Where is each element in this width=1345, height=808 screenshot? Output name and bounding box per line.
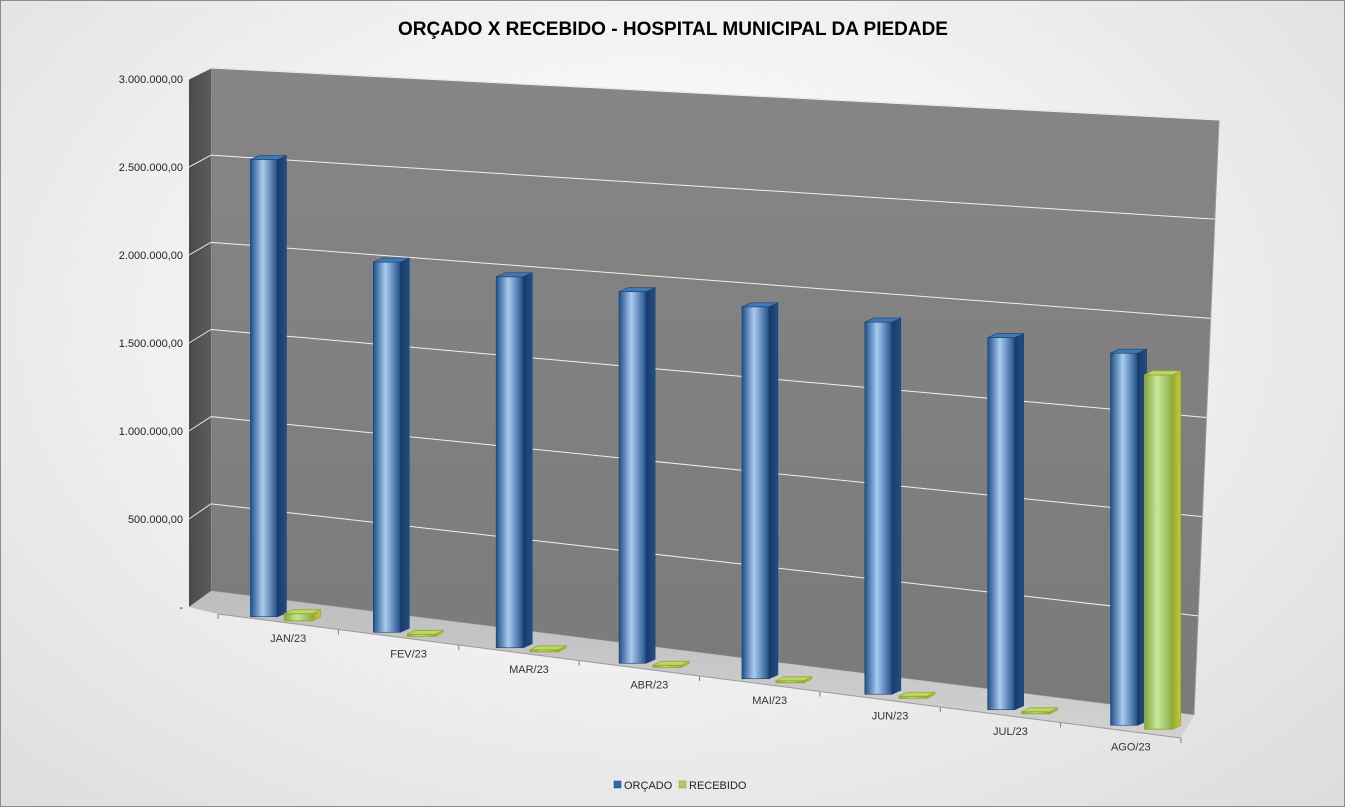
bar-orcado xyxy=(1110,348,1147,726)
bar-orcado xyxy=(987,333,1025,711)
bar-recebido-front xyxy=(283,613,313,622)
y-axis: - 500.000,00 1.000.000,00 1.500.000,00 2.000… xyxy=(119,74,184,614)
gridline xyxy=(210,67,1220,121)
bar-orcado-front xyxy=(250,159,278,618)
gridline-side xyxy=(188,416,212,432)
legend-label-orcado: ORÇADO xyxy=(624,780,673,792)
x-tick-label: AGO/23 xyxy=(1111,741,1151,753)
bar-orcado-side xyxy=(1014,333,1025,711)
gridline-side xyxy=(188,329,212,344)
bars-layer xyxy=(250,155,1181,730)
y-tick-label: 2.000.000,00 xyxy=(119,250,183,262)
bar-orcado-top xyxy=(496,272,533,278)
bar-orcado xyxy=(618,287,656,664)
plot-walls xyxy=(189,67,1220,738)
x-tick-label: JUN/23 xyxy=(872,710,909,722)
x-tick-label: MAR/23 xyxy=(509,664,549,676)
y-tick-label: 1.500.000,00 xyxy=(119,338,183,350)
x-tick-label: FEV/23 xyxy=(390,648,427,660)
gridline xyxy=(210,241,1211,319)
bar-orcado-side xyxy=(645,287,656,664)
bar-orcado-top xyxy=(864,317,901,323)
bar-recebido xyxy=(1144,370,1181,730)
legend-item-orcado: ORÇADO xyxy=(613,780,673,792)
bar-recebido xyxy=(775,676,813,684)
side-wall xyxy=(189,68,211,607)
bar-orcado-front xyxy=(373,261,401,633)
bar-orcado-front xyxy=(618,291,647,664)
bar-recebido-side xyxy=(1172,370,1181,730)
chart-title: ORÇADO X RECEBIDO - HOSPITAL MUNICIPAL D… xyxy=(398,19,948,40)
bar-orcado-front xyxy=(987,337,1015,711)
gridline xyxy=(210,154,1215,220)
y-tick-label: 1.000.000,00 xyxy=(119,426,183,438)
bar-recebido-top xyxy=(1144,370,1181,376)
bar-orcado-side xyxy=(399,257,410,633)
bar-recebido-top xyxy=(652,660,690,666)
bar-orcado-front xyxy=(1110,352,1138,726)
bar-orcado-front xyxy=(864,321,893,695)
x-tick-label: JUL/23 xyxy=(993,726,1028,738)
bar-recebido-top xyxy=(898,691,935,697)
bar-recebido xyxy=(652,660,690,668)
y-tick-label: - xyxy=(179,602,183,614)
x-tick-label: JAN/23 xyxy=(270,633,306,645)
legend-swatch-orcado xyxy=(613,780,622,789)
y-tick-label: 3.000.000,00 xyxy=(119,74,183,86)
bar-orcado-side xyxy=(522,272,533,649)
bar-orcado-front xyxy=(495,276,524,649)
bar-recebido xyxy=(529,645,567,653)
x-tick-label: ABR/23 xyxy=(630,679,668,691)
bar-orcado-side xyxy=(277,155,287,618)
bar-orcado-top xyxy=(741,302,779,308)
bar-orcado-top xyxy=(618,287,656,293)
bar-orcado xyxy=(864,317,902,695)
y-tick-label: 500.000,00 xyxy=(128,514,183,526)
bar-orcado xyxy=(741,302,779,680)
bar-recebido xyxy=(283,609,321,622)
bar-orcado xyxy=(495,272,533,649)
bar-orcado-front xyxy=(741,306,770,680)
bar-orcado-top xyxy=(250,155,287,160)
bar-recebido-top xyxy=(407,629,444,635)
bar-recebido-top xyxy=(775,676,813,682)
gridline-side xyxy=(188,154,212,168)
x-tick-label: MAI/23 xyxy=(752,695,787,707)
bar-orcado-top xyxy=(1110,348,1147,354)
legend-swatch-recebido xyxy=(678,780,687,789)
gridline-side xyxy=(188,67,212,80)
bar-recebido xyxy=(898,691,936,699)
legend-label-recebido: RECEBIDO xyxy=(689,780,747,792)
bar-recebido-top xyxy=(530,645,567,651)
bar-recebido-top xyxy=(1021,707,1058,713)
bar-recebido-front xyxy=(1144,374,1174,730)
bar-orcado-side xyxy=(891,317,902,695)
x-axis-line xyxy=(217,613,1182,739)
x-axis: JAN/23 FEV/23 MAR/23 ABR/23 MAI/23 JUN/23 JUL/… xyxy=(217,613,1182,753)
bar-recebido xyxy=(406,629,444,637)
gridline-side xyxy=(188,241,212,256)
bar-orcado xyxy=(373,257,410,633)
floor xyxy=(189,591,1194,738)
bar-orcado-top xyxy=(987,333,1024,338)
bar-orcado xyxy=(250,155,287,618)
legend: ORÇADO RECEBIDO xyxy=(613,780,747,792)
gridline-side xyxy=(188,503,212,520)
bar-orcado-top xyxy=(373,257,410,263)
bar-recebido xyxy=(1021,707,1059,715)
y-tick-label: 2.500.000,00 xyxy=(119,162,183,174)
legend-item-recebido: RECEBIDO xyxy=(678,780,747,792)
bar-recebido-top xyxy=(284,609,321,615)
bar-orcado-side xyxy=(768,302,779,680)
